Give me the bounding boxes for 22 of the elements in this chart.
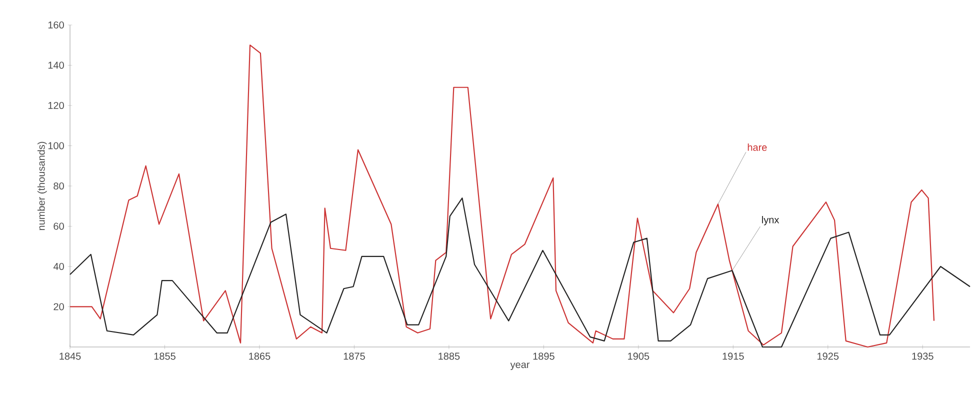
x-tick-label: 1905 <box>628 352 650 360</box>
y-tick-label: 40 <box>53 262 64 270</box>
x-tick-label: 1875 <box>344 352 365 360</box>
x-tick-label: 1885 <box>438 352 460 360</box>
x-tick-label: 1935 <box>912 352 934 360</box>
y-tick-label: 120 <box>48 102 64 110</box>
text: hare <box>748 144 767 151</box>
y-tick-label: 140 <box>48 62 64 69</box>
y-tick-label: 80 <box>54 182 64 190</box>
x-tick-label: 1865 <box>249 352 270 360</box>
x-tick-label: 1855 <box>154 352 176 360</box>
y-tick-label: 20 <box>54 303 64 310</box>
y-tick-label: 160 <box>48 21 64 29</box>
x-tick-label: 1895 <box>533 352 554 360</box>
x-axis-title: year <box>510 362 530 370</box>
text: lynx <box>762 216 780 226</box>
y-tick-label: 60 <box>54 222 64 230</box>
x-tick-label: 1915 <box>722 352 744 360</box>
y-axis-title: number (thousands) <box>37 142 47 230</box>
x-tick-label: 1845 <box>60 352 81 360</box>
y-tick-label: 100 <box>48 142 64 150</box>
x-tick-label: 1925 <box>818 352 839 360</box>
